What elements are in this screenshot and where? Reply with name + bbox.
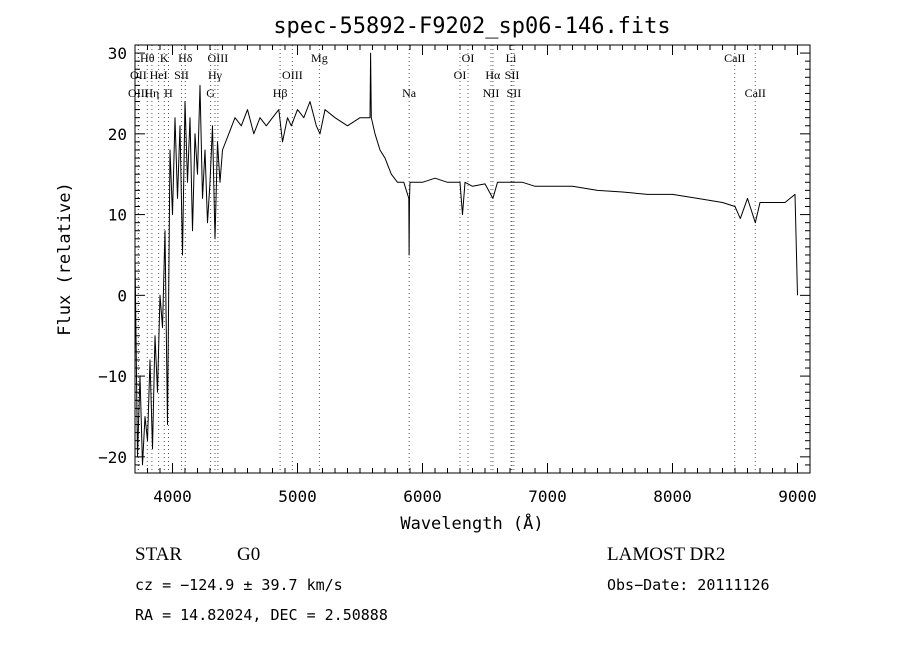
- y-tick-label: 20: [108, 125, 127, 144]
- line-label: OIII: [208, 51, 229, 65]
- plot-frame: [134, 44, 811, 474]
- line-label: Li: [506, 51, 517, 65]
- line-label: Hβ: [273, 86, 288, 100]
- line-label: H: [164, 86, 173, 100]
- obs-date-readout: Obs−Date: 20111126: [607, 576, 770, 594]
- x-tick-label: 6000: [403, 487, 442, 506]
- line-label: K: [160, 51, 169, 65]
- line-label: Hθ: [140, 51, 155, 65]
- chart-title: spec-55892-F9202_sp06-146.fits: [273, 14, 670, 39]
- y-tick-label: 10: [108, 206, 127, 225]
- line-label: OIII: [128, 86, 149, 100]
- survey-name: LAMOST DR2: [607, 544, 725, 565]
- axis-ticks: [135, 45, 810, 473]
- y-tick-label: −10: [98, 367, 127, 386]
- line-label: Hδ: [178, 51, 193, 65]
- x-tick-label: 8000: [653, 487, 692, 506]
- line-label: SII: [507, 86, 522, 100]
- line-label: Hα: [485, 68, 501, 82]
- line-label: Hγ: [208, 68, 223, 82]
- line-label: OIII: [282, 68, 303, 82]
- line-label: CaII: [745, 86, 766, 100]
- line-label: OI: [454, 68, 467, 82]
- line-label: SII: [174, 68, 189, 82]
- y-tick-label: 30: [108, 44, 127, 63]
- x-axis-label: Wavelength (Å): [400, 512, 543, 534]
- object-class: STAR: [135, 544, 182, 565]
- line-label: OII: [130, 68, 147, 82]
- line-markers: [137, 45, 756, 473]
- line-label: Na: [402, 86, 417, 100]
- line-label: SII: [505, 68, 520, 82]
- line-label: CaII: [724, 51, 745, 65]
- spectrum-line: [134, 52, 798, 466]
- line-label: Hη: [144, 86, 159, 100]
- x-tick-label: 9000: [778, 487, 817, 506]
- x-tick-label: 7000: [528, 487, 567, 506]
- line-label: HeI: [150, 68, 168, 82]
- object-subclass: G0: [237, 544, 260, 565]
- line-label: OI: [462, 51, 475, 65]
- x-tick-label: 5000: [278, 487, 317, 506]
- redshift-readout: cz = −124.9 ± 39.7 km/s: [135, 576, 343, 594]
- coordinates-readout: RA = 14.82024, DEC = 2.50888: [135, 606, 388, 624]
- y-tick-label: −20: [98, 448, 127, 467]
- line-label: NII: [483, 86, 500, 100]
- line-label: G: [206, 86, 215, 100]
- y-axis-label: Flux (relative): [55, 182, 75, 336]
- line-label: Mg: [311, 51, 328, 65]
- y-tick-label: 0: [117, 286, 127, 305]
- axis-tick-labels: 4000 5000 6000 7000 8000 9000 −20 −10 0 10 20 30: [98, 44, 817, 506]
- spectrum-plot: [134, 52, 798, 466]
- x-tick-label: 4000: [153, 487, 192, 506]
